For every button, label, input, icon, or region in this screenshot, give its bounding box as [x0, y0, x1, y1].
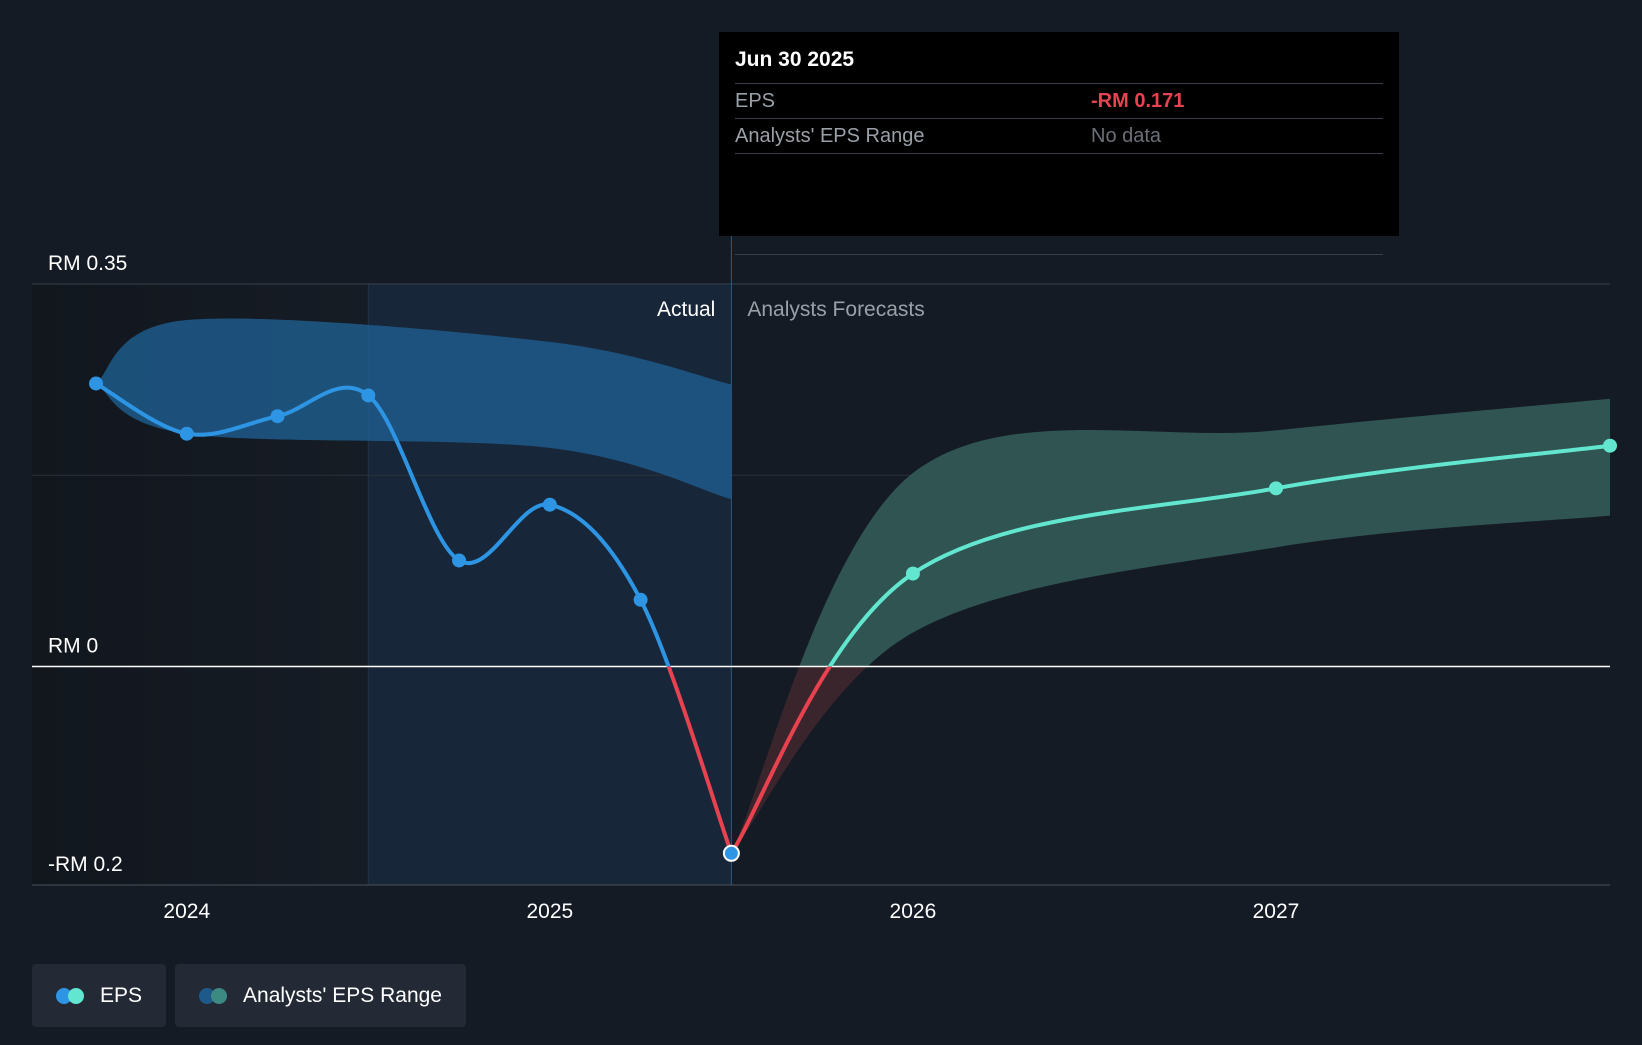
- actual-eps-range-band: [96, 318, 732, 500]
- eps-point-actual: [89, 376, 103, 391]
- tooltip-eps-value: -RM 0.171: [1091, 89, 1185, 112]
- legend-eps-label: EPS: [100, 983, 143, 1007]
- tooltip: Jun 30 2025 EPS -RM 0.171 Analysts' EPS …: [719, 32, 1399, 255]
- eps-point-forecast: [1268, 481, 1283, 496]
- x-tick-label: 2024: [163, 900, 210, 923]
- eps-point-forecast: [1603, 438, 1617, 453]
- forecast-eps-range-band: [799, 398, 1610, 667]
- y-tick-label: -RM 0.2: [48, 853, 123, 876]
- range-legend-icon: [199, 987, 231, 1004]
- y-tick-label: RM 0.35: [48, 252, 127, 275]
- eps-point-actual: [361, 388, 376, 403]
- tooltip-row-range: Analysts' EPS Range No data: [735, 119, 1383, 154]
- tooltip-eps-label: EPS: [735, 89, 776, 112]
- legend-item-range[interactable]: Analysts' EPS Range: [175, 964, 466, 1027]
- legend-item-eps[interactable]: EPS: [32, 964, 167, 1027]
- eps-point-forecast: [905, 566, 920, 581]
- eps-line-forecast: [827, 443, 1612, 667]
- eps-point-actual: [179, 426, 194, 441]
- forecast-section-label: Analysts Forecasts: [747, 298, 924, 321]
- eps-point-actual: [633, 592, 648, 607]
- forecast-eps-range-band-negative: [731, 666, 868, 854]
- tooltip-spacer: [735, 154, 1383, 255]
- eps-point-actual: [452, 553, 467, 568]
- actual-section-label: Actual: [657, 298, 715, 321]
- legend-range-label: Analysts' EPS Range: [243, 983, 442, 1007]
- eps-line-actual: [94, 381, 671, 667]
- tooltip-row-eps: EPS -RM 0.171: [735, 84, 1383, 119]
- eps-point-actual: [542, 497, 557, 512]
- highlighted-eps-point: [722, 844, 740, 862]
- tooltip-date: Jun 30 2025: [735, 48, 1383, 84]
- tooltip-range-value: No data: [1091, 124, 1162, 147]
- y-tick-label: RM 0: [48, 634, 98, 657]
- tooltip-range-label: Analysts' EPS Range: [735, 124, 925, 147]
- x-tick-label: 2025: [526, 900, 573, 923]
- x-tick-label: 2027: [1253, 900, 1300, 923]
- eps-line-forecast-negative: [729, 666, 833, 856]
- eps-legend-icon: [56, 987, 88, 1004]
- legend: EPS Analysts' EPS Range: [32, 964, 466, 1027]
- x-tick-label: 2026: [890, 900, 937, 923]
- eps-point-actual: [270, 409, 285, 424]
